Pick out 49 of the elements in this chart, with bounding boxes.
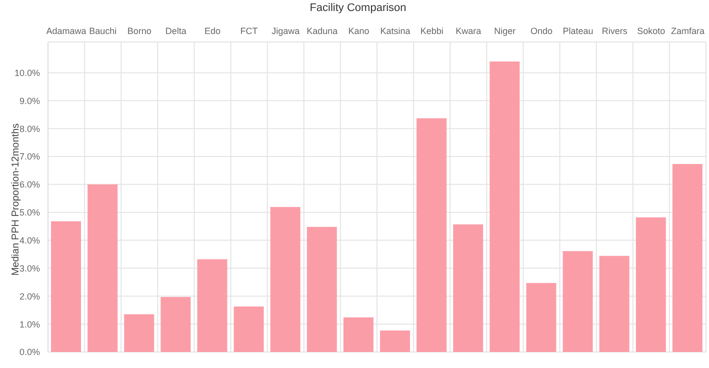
x-tick-label: Delta (165, 26, 186, 36)
y-tick-label: 2.0% (19, 291, 40, 302)
x-tick-label: Borno (127, 26, 152, 36)
bar (599, 256, 630, 352)
y-tick-label: 9.0% (19, 96, 40, 106)
bar (124, 314, 154, 352)
bar (88, 184, 118, 352)
y-axis-title: Median PPH Proportion-12months (10, 123, 22, 276)
bar (270, 207, 300, 352)
bar (197, 259, 228, 352)
bar (636, 217, 666, 352)
x-tick-label: Kaduna (306, 26, 338, 36)
x-tick-label: Katsina (380, 26, 410, 36)
x-tick-label: Adamawa (46, 26, 86, 36)
bar (672, 164, 702, 352)
x-tick-label: Zamfara (670, 26, 704, 36)
y-tick-label: 1.0% (19, 319, 40, 330)
bar (416, 118, 447, 352)
x-tick-label: Kebbi (420, 26, 444, 36)
y-tick-label: 3.0% (19, 263, 40, 274)
bar (490, 62, 520, 352)
x-tick-label: Ondo (530, 26, 553, 36)
x-tick-label: Jigawa (272, 26, 300, 36)
bar (526, 283, 556, 352)
x-tick-label: Kano (348, 26, 370, 36)
x-tick-label: Rivers (602, 26, 628, 36)
bar (306, 226, 337, 352)
x-tick-label: FCT (240, 26, 258, 36)
bar (380, 330, 410, 352)
y-tick-label: 7.0% (19, 152, 40, 162)
bar (160, 296, 191, 352)
y-tick-label: 6.0% (19, 180, 40, 190)
chart-title: Facility Comparison (308, 2, 408, 14)
y-tick-label: 8.0% (19, 124, 40, 134)
x-tick-label: Plateau (562, 26, 594, 36)
y-tick-label: 5.0% (19, 208, 40, 218)
bar (562, 251, 593, 352)
x-tick-label: Niger (494, 26, 516, 36)
bar (234, 306, 264, 352)
y-tick-label: 0.0% (19, 347, 40, 358)
bar (453, 224, 484, 352)
y-tick-label: 4.0% (19, 235, 40, 246)
y-tick-label: 10.0% (14, 68, 40, 78)
bar (51, 221, 81, 352)
bar (343, 317, 374, 352)
x-tick-label: Sokoto (637, 26, 666, 36)
x-tick-label: Edo (204, 26, 221, 36)
x-tick-label: Bauchi (89, 26, 117, 36)
x-tick-label: Kwara (456, 26, 482, 36)
